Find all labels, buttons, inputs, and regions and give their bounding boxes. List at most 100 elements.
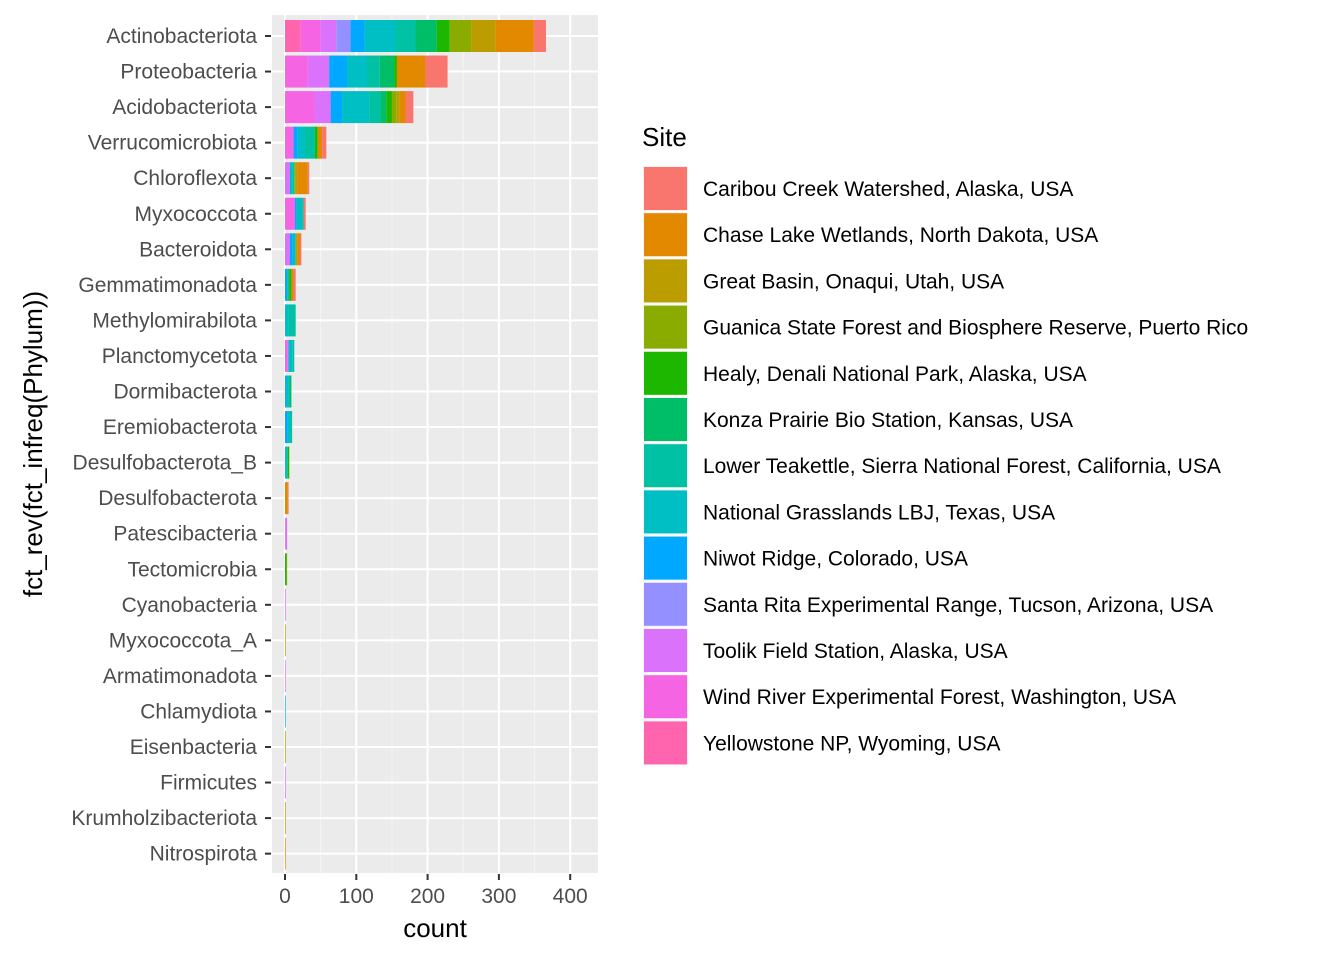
y-tick-label: Methylomirabilota [92,309,257,332]
bar-segment [285,588,286,621]
bar-segment [317,126,323,159]
x-tick-label: 400 [553,885,588,908]
bar-segment [533,20,546,52]
bar-segment [292,162,295,195]
bar-segment [295,233,298,266]
bar-segment [294,197,297,230]
legend-swatch [644,305,687,349]
bar-segment [302,197,304,230]
bar-segment [288,304,296,337]
bar-segment [307,162,310,195]
legend-label: National Grasslands LBJ, Texas, USA [703,501,1055,524]
y-tick-label: Planctomycetota [102,345,258,368]
bar-segment [399,91,406,124]
bar-segment [297,126,305,159]
y-tick-label: Eremiobacterota [103,416,257,439]
bar-segment [287,339,289,372]
bar-segment [350,20,365,52]
x-axis-title: count [403,913,467,943]
bar-segment [314,126,318,159]
bar-segment [289,411,293,444]
bar-segment [295,162,298,195]
bar-segment [329,55,348,88]
legend-swatch [644,582,687,626]
y-tick-label: Proteobacteria [120,61,257,84]
legend-title: Site [642,122,687,152]
bar-segment [285,482,288,515]
legend-swatch [644,536,687,580]
bar-segment [296,197,303,230]
bar-segment [289,162,293,195]
bar-segment [303,197,306,230]
y-tick-label: Nitrospirota [150,843,258,866]
legend-label: Healy, Denali National Park, Alaska, USA [703,363,1087,386]
y-axis: Actinobacteriota Proteobacteria Acidobacte… [71,25,271,866]
bar-segment [285,731,286,763]
y-tick-label: Dormibacterota [113,381,257,404]
y-tick-label: Tectomicrobia [127,558,257,581]
bar-segment [366,55,380,88]
bar-segment [299,233,302,266]
y-tick-label: Krumholzibacteriota [71,807,257,830]
legend-swatch [644,259,687,303]
legend-label: Great Basin, Onaqui, Utah, USA [703,270,1004,293]
bar-segment [436,20,450,52]
bar-segment [304,126,315,159]
bar-segment [320,20,337,52]
bar-segment [293,268,296,301]
y-tick-label: Chloroflexota [133,167,257,190]
bar-segment [289,375,292,408]
legend-swatch [644,675,687,719]
bar-segment [285,126,294,159]
bar-segment [292,233,296,266]
bar-segment [297,162,308,195]
bar-segment [285,517,286,550]
bar-segment [342,91,370,124]
bar-segment [285,339,288,372]
bar-segment [415,20,437,52]
bar-segment [286,375,289,408]
bar-segment [396,91,400,124]
y-tick-label: Firmicutes [160,772,257,795]
bar-segment [285,20,301,52]
bar-segment [285,624,286,657]
bar-segment [425,55,448,88]
bar-segment [285,411,288,444]
y-tick-label: Acidobacteriota [112,96,257,119]
bar-segment [495,20,534,52]
bar-segment [287,411,290,444]
legend: Caribou Creek Watershed, Alaska, USA Chas… [643,166,1248,766]
bar-segment [289,268,292,301]
bar-segment [286,446,288,479]
bar-segment [471,20,496,52]
y-tick-label: Cyanobacteria [122,594,258,617]
bar-segment [285,162,290,195]
y-tick-label: Actinobacteriota [106,25,257,48]
bar-segment [347,55,367,88]
bar-segment [285,375,287,408]
bar-segment [285,517,288,550]
y-tick-label: Patescibacteria [113,523,257,546]
y-tick-label: Chlamydiota [140,700,257,723]
bar-segment [369,91,381,124]
y-tick-label: Bacteroidota [139,238,257,261]
y-axis-title: fct_rev(fct_infreq(Phylum)) [18,291,48,597]
bar-segment [287,482,289,515]
y-tick-label: Myxococcota [134,203,257,226]
y-tick-label: Gemmatimonadota [78,274,257,297]
bar-segment [285,446,287,479]
x-axis: 0 100 200 300 400 [279,874,588,908]
bar-segment [285,233,290,266]
y-tick-label: Armatimonadota [103,665,257,688]
bar-segment [307,55,330,88]
legend-label: Yellowstone NP, Wyoming, USA [703,732,1000,755]
bar-segment [293,126,298,159]
bar-segment [285,837,286,870]
x-tick-label: 0 [279,885,291,908]
bar-segment [288,375,290,408]
legend-label: Toolik Field Station, Alaska, USA [703,640,1008,663]
bar-segment [285,268,288,301]
bar-segment [285,553,287,586]
bar-segment [294,162,296,195]
